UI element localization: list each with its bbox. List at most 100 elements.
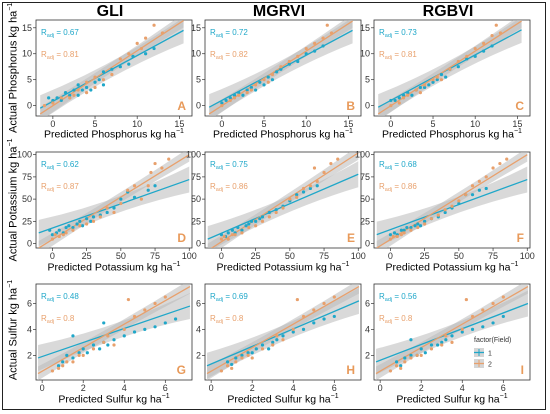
- legend-label-field2: 2: [488, 362, 492, 369]
- data-point-field1: [399, 228, 403, 232]
- data-point-field2: [281, 206, 285, 210]
- data-point-field2: [388, 369, 393, 373]
- data-point-field2: [160, 31, 165, 35]
- data-point-field2: [254, 224, 258, 228]
- data-point-field2: [477, 179, 481, 183]
- data-point-field2: [336, 157, 340, 161]
- data-point-field1: [431, 80, 435, 84]
- data-point-field1: [443, 210, 447, 215]
- data-point-field2: [240, 231, 244, 235]
- data-point-field2: [132, 314, 137, 319]
- data-point-field2: [233, 233, 237, 237]
- data-point-field1: [80, 224, 85, 228]
- x-tick-label: 10: [132, 119, 142, 129]
- data-point-field2: [440, 343, 444, 347]
- column-title-mgrvi: MGRVI: [252, 3, 306, 20]
- data-point-field2: [321, 36, 325, 40]
- x-axis-label-sulfur-rgbvi: Predicted Sulfur kg ha−1: [396, 393, 508, 406]
- data-point-field2: [394, 364, 399, 368]
- data-point-field1: [490, 44, 494, 48]
- data-point-field2: [332, 295, 336, 299]
- data-point-field2: [84, 91, 89, 95]
- data-point-field2: [59, 96, 63, 100]
- data-point-field1: [399, 364, 403, 368]
- y-tick-label: 5: [27, 75, 32, 85]
- x-axis-label-potassium-mgrvi: Predicted Potassium kg ha−1: [216, 261, 350, 274]
- panel-h: 0 2 4 6 2 4 6 Radj = 0.69 Radj = 0.8 H: [196, 283, 362, 393]
- data-point-field1: [237, 91, 241, 95]
- data-point-field1: [275, 70, 279, 74]
- data-point-field2: [230, 233, 234, 237]
- x-axis-label-potassium-rgbvi: Predicted Potassium kg ha−1: [385, 261, 519, 274]
- x-tick-label: 75: [319, 251, 329, 261]
- x-tick-label: 0: [209, 383, 214, 393]
- data-point-field1: [228, 96, 232, 100]
- data-point-field1: [245, 88, 249, 92]
- y-tick-label: 75: [22, 172, 32, 182]
- x-tick-label: 6: [332, 383, 337, 393]
- y-tick-label: 25: [360, 216, 370, 226]
- panel-f: 0 25 50 75 100 0 25 50 75 100 Radj = 0.68 Radj = 0.…: [355, 150, 535, 261]
- data-point-field1: [67, 224, 71, 228]
- panel-letter: A: [177, 99, 186, 113]
- data-point-field1: [470, 327, 475, 332]
- y-tick-label: 0: [196, 239, 201, 249]
- data-point-field2: [219, 237, 224, 241]
- data-point-field2: [226, 237, 230, 241]
- x-axis-label-phosphorus-rgbvi: Predicted Phosphorus kg ha−1: [382, 128, 522, 141]
- data-point-field2: [91, 219, 96, 223]
- panel-plot-area: [377, 20, 522, 116]
- data-point-field2: [139, 197, 143, 201]
- x-tick-label: 2: [419, 383, 424, 393]
- data-point-field2: [491, 301, 495, 306]
- regression-line-field1: [375, 302, 529, 363]
- data-point-field2: [160, 166, 164, 170]
- data-point-field2: [139, 46, 144, 51]
- data-point-field1: [429, 343, 434, 347]
- x-tick-label: 75: [488, 251, 498, 261]
- data-point-field1: [219, 233, 224, 237]
- data-point-field1: [304, 52, 308, 56]
- legend: factor(Field) 1 2: [474, 337, 511, 369]
- data-point-field2: [234, 360, 238, 364]
- data-point-field2: [315, 179, 319, 183]
- data-point-field1: [405, 225, 409, 230]
- data-point-field2: [249, 88, 253, 92]
- data-point-field2: [112, 210, 116, 215]
- data-point-field1: [106, 343, 110, 347]
- data-point-field1: [77, 351, 81, 355]
- regression-line-field1: [206, 300, 360, 367]
- data-point-field2: [57, 234, 61, 239]
- data-point-field1: [403, 356, 407, 360]
- data-point-field1: [281, 334, 285, 338]
- data-point-field1: [236, 225, 240, 230]
- x-tick-label: 5: [431, 119, 436, 129]
- x-tick-label: 50: [116, 251, 126, 261]
- panel-d: 0 25 50 75 100 0 25 50 75 100 Radj = 0.62 Radj = 0.…: [17, 150, 197, 261]
- data-point-field2: [403, 360, 407, 364]
- data-point-field1: [173, 317, 178, 321]
- data-point-field1: [484, 186, 488, 191]
- data-point-field1: [220, 101, 224, 105]
- data-point-field1: [465, 57, 469, 61]
- data-point-field1: [119, 197, 123, 201]
- panel-plot-area: [206, 284, 360, 380]
- data-point-field1: [315, 184, 319, 188]
- data-point-field2: [266, 80, 270, 84]
- data-point-field2: [399, 366, 403, 370]
- x-tick-label: 100: [182, 251, 197, 261]
- r2-label-field1: Radj = 0.69: [210, 292, 248, 303]
- data-point-field2: [144, 36, 148, 40]
- r2-label-field1: Radj = 0.62: [41, 160, 79, 171]
- data-point-field2: [240, 356, 244, 360]
- legend-label-field1: 1: [488, 351, 492, 358]
- figure-border: [2, 2, 546, 410]
- r2-label-field1: Radj = 0.48: [41, 292, 79, 303]
- data-point-field1: [419, 347, 423, 351]
- data-point-field1: [406, 91, 410, 95]
- y-tick-label: 6: [196, 298, 201, 308]
- legend-title: factor(Field): [474, 337, 511, 344]
- x-tick-label: 0: [219, 119, 224, 129]
